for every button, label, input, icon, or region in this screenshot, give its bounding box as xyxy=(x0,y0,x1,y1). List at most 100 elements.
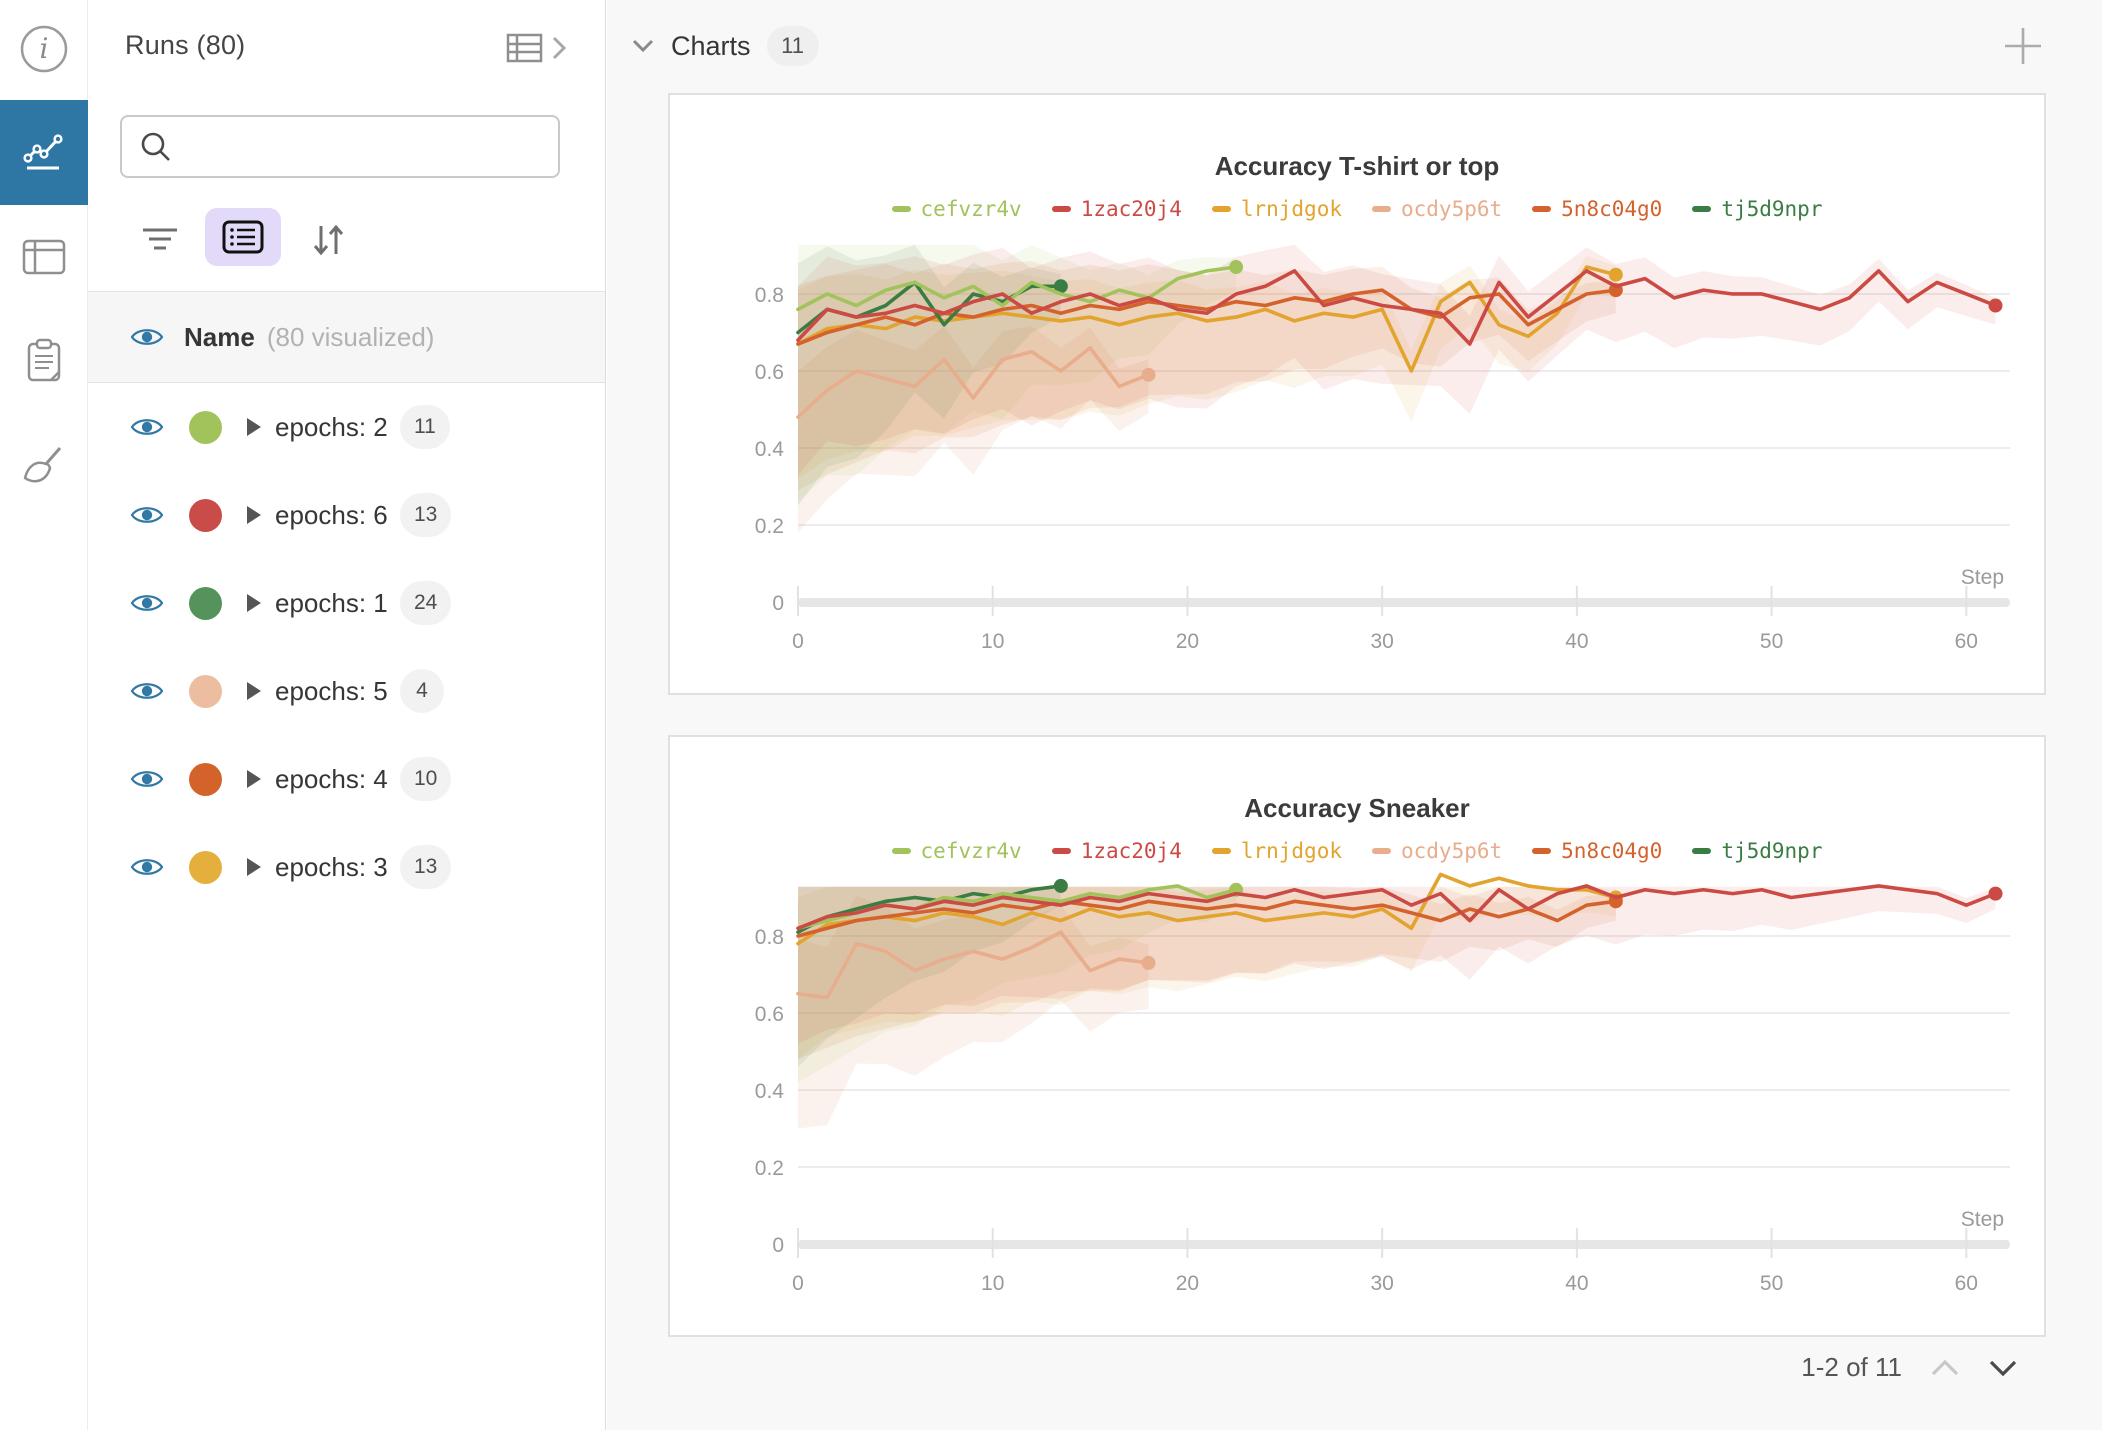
svg-text:0.8: 0.8 xyxy=(755,284,784,307)
svg-text:0.4: 0.4 xyxy=(755,438,785,461)
legend-item[interactable]: 5n8c04g0 xyxy=(1532,839,1662,863)
expand-runs-table-button[interactable] xyxy=(506,32,567,64)
run-count-badge: 4 xyxy=(400,669,444,713)
search-icon xyxy=(141,132,170,161)
previous-page-button[interactable] xyxy=(1930,1359,1960,1377)
runs-panel: Runs (80) xyxy=(88,0,606,1430)
run-count-badge: 10 xyxy=(400,757,452,801)
runs-list-header-row[interactable]: Name (80 visualized) xyxy=(88,292,605,383)
rail-tab-sweeps[interactable] xyxy=(0,440,88,494)
caret-right-icon[interactable] xyxy=(247,506,261,524)
svg-text:0: 0 xyxy=(772,592,784,615)
legend-dash xyxy=(1532,206,1552,212)
legend-item[interactable]: 5n8c04g0 xyxy=(1532,197,1662,221)
run-group-row[interactable]: epochs: 3 13 xyxy=(88,823,605,911)
caret-right-icon[interactable] xyxy=(247,770,261,788)
runs-search-input[interactable] xyxy=(186,117,558,176)
legend-item[interactable]: lrnjdgok xyxy=(1211,839,1342,863)
legend-item[interactable]: cefvzr4v xyxy=(891,197,1022,221)
run-color-dot xyxy=(189,850,222,884)
eye-icon[interactable] xyxy=(130,591,164,615)
broom-icon xyxy=(23,447,62,483)
legend-run-name: 1zac20j4 xyxy=(1080,839,1182,863)
run-group-row[interactable]: epochs: 4 10 xyxy=(88,735,605,823)
table-icon xyxy=(22,239,66,275)
legend-item[interactable]: cefvzr4v xyxy=(891,839,1022,863)
legend-dash xyxy=(891,848,911,854)
sort-icon xyxy=(313,224,344,256)
legend-dash xyxy=(1372,848,1391,854)
sort-button[interactable] xyxy=(300,212,356,268)
run-group-row[interactable]: epochs: 5 4 xyxy=(88,647,605,735)
runs-table-icon xyxy=(506,33,543,63)
add-panel-button[interactable] xyxy=(2000,23,2046,69)
caret-right-icon[interactable] xyxy=(247,418,261,436)
legend-dash xyxy=(1051,848,1071,854)
legend-item[interactable]: ocdy5p6t xyxy=(1372,839,1502,863)
eye-icon[interactable] xyxy=(130,767,164,791)
svg-text:40: 40 xyxy=(1565,1272,1588,1295)
run-group-label: epochs: 3 xyxy=(275,851,388,882)
line-chart-icon xyxy=(23,133,63,169)
chevron-down-icon xyxy=(1989,1360,2017,1376)
legend-run-name: 1zac20j4 xyxy=(1080,197,1182,221)
eye-icon[interactable] xyxy=(130,503,164,527)
run-group-row[interactable]: epochs: 1 24 xyxy=(88,559,605,647)
next-page-button[interactable] xyxy=(1988,1359,2018,1377)
legend-dash xyxy=(1051,206,1071,212)
eye-icon[interactable] xyxy=(130,325,164,349)
svg-text:10: 10 xyxy=(981,1272,1004,1295)
run-group-label: epochs: 6 xyxy=(275,499,388,530)
filter-icon xyxy=(143,228,177,250)
pagination-label: 1-2 of 11 xyxy=(1801,1352,1902,1382)
chart-card[interactable]: Accuracy T-shirt or top cefvzr4v 1zac20j4… xyxy=(668,93,2046,695)
caret-right-icon[interactable] xyxy=(247,682,261,700)
legend-item[interactable]: lrnjdgok xyxy=(1211,197,1342,221)
svg-text:i: i xyxy=(40,32,49,65)
charts-workspace: Charts 11 Accuracy T-shirt or top cefvzr… xyxy=(607,0,2102,1430)
caret-right-icon[interactable] xyxy=(247,594,261,612)
caret-right-icon[interactable] xyxy=(247,858,261,876)
chevron-right-icon xyxy=(552,36,567,60)
eye-icon[interactable] xyxy=(130,415,164,439)
plus-icon xyxy=(2005,28,2041,64)
svg-text:40: 40 xyxy=(1565,630,1588,653)
svg-text:0.4: 0.4 xyxy=(755,1080,785,1103)
eye-icon[interactable] xyxy=(130,679,164,703)
chart-card[interactable]: Accuracy Sneaker cefvzr4v 1zac20j4 lrnjdgo… xyxy=(668,735,2046,1337)
svg-text:30: 30 xyxy=(1370,1272,1393,1295)
legend-item[interactable]: 1zac20j4 xyxy=(1051,839,1182,863)
legend-item[interactable]: tj5d9npr xyxy=(1692,197,1822,221)
visualized-count-label: (80 visualized) xyxy=(266,321,435,352)
legend-run-name: tj5d9npr xyxy=(1721,197,1823,221)
charts-section-header[interactable]: Charts 11 xyxy=(631,26,819,66)
eye-icon[interactable] xyxy=(130,855,164,879)
rail-tab-charts[interactable] xyxy=(0,100,88,205)
legend-item[interactable]: tj5d9npr xyxy=(1692,839,1822,863)
filter-button[interactable] xyxy=(132,212,188,268)
clipboard-icon xyxy=(27,338,61,382)
svg-text:30: 30 xyxy=(1370,630,1393,653)
rail-tab-info[interactable]: i xyxy=(0,24,88,74)
run-count-badge: 13 xyxy=(400,845,452,889)
legend-dash xyxy=(1532,848,1552,854)
run-group-row[interactable]: epochs: 6 13 xyxy=(88,471,605,559)
group-list-button[interactable] xyxy=(205,208,281,266)
run-group-label: epochs: 1 xyxy=(275,587,388,618)
svg-text:50: 50 xyxy=(1760,1272,1783,1295)
chart-title: Accuracy T-shirt or top xyxy=(1214,151,1500,181)
rail-tab-table[interactable] xyxy=(0,232,88,282)
legend-dash xyxy=(1692,848,1712,854)
chevron-down-icon[interactable] xyxy=(631,38,655,54)
run-color-dot xyxy=(189,498,222,532)
run-color-dot xyxy=(189,674,222,708)
legend-item[interactable]: ocdy5p6t xyxy=(1372,197,1502,221)
legend-item[interactable]: 1zac20j4 xyxy=(1051,197,1182,221)
runs-search-box xyxy=(120,115,560,178)
run-group-row[interactable]: epochs: 2 11 xyxy=(88,383,605,471)
charts-count-badge: 11 xyxy=(766,26,819,66)
rail-tab-reports[interactable] xyxy=(0,336,88,386)
chart-legend: cefvzr4v 1zac20j4 lrnjdgok ocdy5p6t 5n8c04g0… xyxy=(670,839,2044,863)
chart-legend: cefvzr4v 1zac20j4 lrnjdgok ocdy5p6t 5n8c04g0… xyxy=(670,197,2044,221)
